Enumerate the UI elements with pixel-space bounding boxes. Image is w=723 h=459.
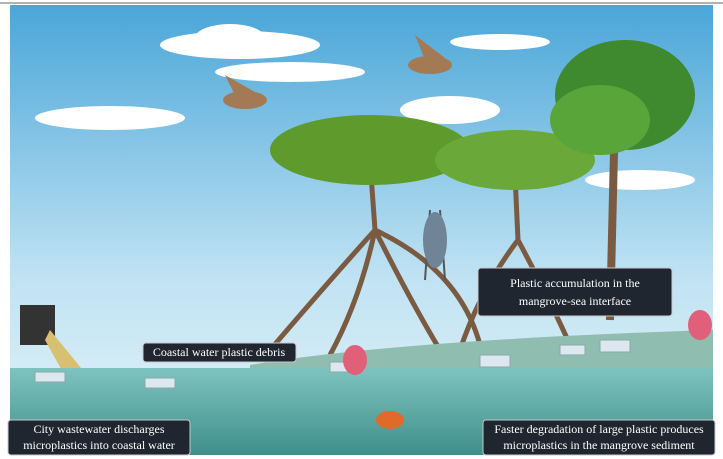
label: City wastewater discharges microplastics… <box>8 420 190 455</box>
label: Plastic accumulation in the mangrove-sea… <box>478 268 672 316</box>
label-text: Coastal water plastic debris <box>153 345 286 359</box>
label-text: mangrove-sea interface <box>519 294 631 308</box>
label: Coastal water plastic debris <box>143 343 296 362</box>
label-text: microplastics into coastal water <box>23 438 175 452</box>
label: Faster degradation of large plastic prod… <box>483 420 715 455</box>
flamingo <box>688 310 712 340</box>
label-text: Faster degradation of large plastic prod… <box>494 422 704 436</box>
heron <box>423 212 447 268</box>
crab <box>376 411 404 429</box>
label-text: Plastic accumulation in the <box>510 276 640 290</box>
label-text: City wastewater discharges <box>33 422 164 436</box>
illustration: Coastal water plastic debris Plastic acc… <box>0 0 723 459</box>
flamingo <box>343 345 367 375</box>
label-text: microplastics in the mangrove sediment <box>503 438 695 452</box>
